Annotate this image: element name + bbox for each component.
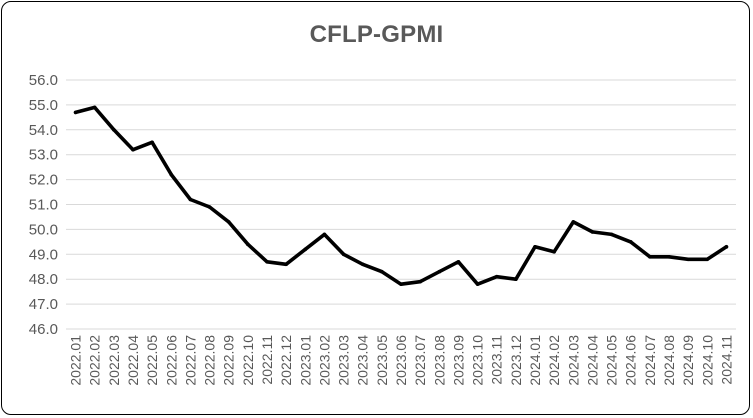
data-point [552,250,556,254]
x-tick-label: 2023.11 [489,335,505,385]
data-point [533,245,537,249]
x-tick-label: 2023.05 [374,335,390,386]
data-point [92,105,97,110]
y-tick-label: 49.0 [29,246,58,263]
x-tick-label: 2022.01 [68,335,84,386]
data-point [590,230,595,234]
data-point [380,269,384,274]
x-tick-label: 2022.03 [106,335,122,386]
data-point [188,197,193,202]
data-point [150,140,154,145]
y-tick-label: 46.0 [29,321,58,338]
series-line [73,105,729,287]
x-tick-label: 2023.02 [316,335,332,386]
gridlines [66,79,736,330]
data-point [571,220,576,224]
y-tick-label: 56.0 [29,72,58,89]
data-point [724,245,729,249]
x-tick-label: 2024.08 [661,335,677,386]
data-point [112,128,116,132]
chart-title: CFLP-GPMI [309,21,444,48]
x-tick-label: 2024.01 [527,335,543,386]
y-tick-label: 55.0 [29,97,58,114]
x-tick-label: 2024.11 [718,335,734,385]
data-point [437,269,442,274]
x-tick-label: 2022.09 [221,335,237,386]
x-tick-label: 2022.11 [259,335,275,385]
y-tick-label: 53.0 [29,147,58,164]
data-point [341,252,346,257]
x-axis: 2022.01 2022.02 2022.03 2022.04 2022.05 2022.… [68,335,735,386]
x-tick-label: 2022.12 [278,335,294,386]
y-tick-label: 47.0 [29,296,58,313]
data-point [648,254,652,259]
data-point [609,232,614,237]
x-tick-label: 2023.06 [393,335,409,386]
data-point [360,262,365,267]
y-tick-label: 50.0 [29,221,58,238]
x-tick-label: 2024.02 [546,335,562,386]
y-tick-label: 54.0 [29,122,58,139]
y-tick-label: 52.0 [29,172,58,189]
x-tick-label: 2024.10 [699,335,715,386]
data-point [265,259,269,264]
data-point [226,220,231,224]
data-point [169,172,174,177]
x-tick-label: 2023.07 [412,335,428,386]
data-point [456,259,461,264]
data-point [73,110,78,115]
x-tick-label: 2022.06 [163,335,179,386]
x-tick-label: 2024.05 [604,335,620,386]
data-point [322,232,327,237]
data-point [475,282,480,286]
data-point [418,279,422,284]
x-tick-label: 2022.10 [240,335,256,386]
x-tick-label: 2022.08 [202,335,218,386]
x-tick-label: 2022.05 [144,335,160,386]
data-point [494,274,499,279]
data-point [399,282,403,286]
x-tick-label: 2022.07 [182,335,198,386]
y-axis: 46.0 47.0 48.0 49.0 50.0 51.0 52.0 53.0 54.0 55.0… [29,72,58,338]
data-point [284,262,288,267]
data-point [514,277,518,282]
data-point [246,242,250,247]
data-point [667,254,671,259]
x-tick-label: 2022.02 [87,335,103,386]
x-tick-label: 2024.06 [623,335,639,386]
x-tick-label: 2023.12 [508,335,524,386]
x-tick-label: 2024.07 [642,335,658,386]
series-layer [73,105,729,287]
data-point [303,247,308,252]
x-tick-label: 2023.09 [450,335,466,386]
y-tick-label: 51.0 [29,197,58,214]
x-tick-label: 2024.09 [680,335,696,386]
y-tick-label: 48.0 [29,271,58,288]
data-point [207,205,212,209]
x-tick-label: 2023.08 [431,335,447,386]
x-tick-label: 2023.03 [336,335,352,386]
x-tick-label: 2023.01 [297,335,313,386]
data-point [686,257,690,262]
x-tick-label: 2024.03 [565,335,581,386]
x-tick-label: 2022.04 [125,335,141,386]
x-tick-label: 2023.04 [355,335,371,386]
data-point [131,147,135,152]
x-tick-label: 2023.10 [470,335,486,386]
x-tick-label: 2024.04 [584,335,600,386]
data-point [628,240,633,244]
data-point [705,257,710,262]
